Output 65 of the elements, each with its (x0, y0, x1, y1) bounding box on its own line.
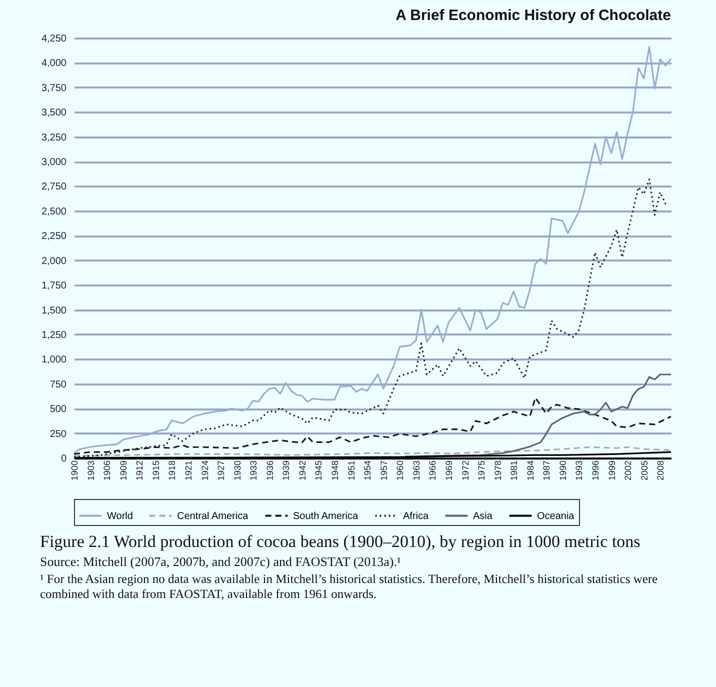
x-tick-label: 1966 (428, 460, 438, 481)
y-tick-label: 3,750 (41, 82, 67, 94)
legend-label: South America (293, 510, 358, 522)
y-tick-label: 500 (50, 404, 67, 416)
y-tick-label: 4,000 (41, 58, 67, 70)
y-tick-label: 2,000 (41, 256, 67, 267)
y-tick-label: 2,250 (41, 231, 67, 242)
chart-title: A Brief Economic History of Chocolate (396, 7, 671, 24)
x-tick-label: 1996 (590, 460, 601, 481)
x-tick-label: 1918 (167, 460, 178, 481)
y-tick-label: 250 (50, 428, 67, 440)
legend-label: Africa (403, 510, 429, 522)
x-tick-label: 1999 (606, 460, 617, 481)
y-tick-label: 3,000 (41, 157, 67, 168)
x-tick-label: 1990 (558, 460, 568, 481)
x-tick-label: 1906 (102, 460, 112, 481)
x-tick-label: 2008 (656, 460, 666, 481)
y-tick-label: 3,250 (41, 132, 67, 144)
x-tick-label: 1972 (460, 460, 470, 481)
x-tick-label: 2002 (623, 460, 634, 481)
y-tick-label: 1,500 (41, 305, 67, 316)
x-tick-label: 1984 (525, 460, 536, 481)
x-tick-label: 1981 (509, 460, 520, 481)
y-tick-label: 1,750 (41, 280, 67, 292)
legend-label: Asia (473, 510, 493, 522)
y-tick-label: 4,250 (41, 34, 67, 44)
x-tick-label: 1945 (314, 460, 324, 481)
y-tick-label: 3,500 (41, 108, 67, 119)
x-tick-label: 1915 (150, 460, 161, 481)
x-tick-label: 1909 (118, 460, 128, 481)
x-tick-label: 1987 (542, 460, 552, 481)
x-tick-label: 1960 (395, 460, 406, 481)
legend-label: World (107, 510, 133, 522)
x-tick-label: 1978 (492, 460, 503, 481)
y-tick-label: 0 (60, 454, 67, 464)
x-tick-label: 1948 (330, 460, 340, 481)
caption: Figure 2.1 World production of cocoa beans (1900–2010), by region in 1000 metric tons (40, 532, 642, 552)
y-tick-label: 750 (50, 379, 67, 390)
legend-label: Oceania (537, 510, 575, 522)
x-tick-label: 1954 (362, 460, 373, 481)
y-tick-label: 1,000 (41, 354, 67, 366)
x-tick-label: 1993 (574, 460, 584, 481)
y-tick-label: 2,500 (41, 206, 67, 218)
x-tick-label: 1930 (232, 460, 242, 481)
x-tick-label: 2005 (639, 460, 650, 481)
x-tick-label: 1900 (70, 460, 80, 481)
x-tick-label: 1903 (86, 460, 96, 481)
source-note: Source: Mitchell (2007a, 2007b, and 2007c) and FAOSTAT (2013a).¹ (40, 554, 402, 570)
x-tick-label: 1969 (444, 460, 454, 481)
x-tick-label: 1927 (216, 460, 226, 481)
x-tick-label: 1957 (378, 460, 389, 481)
x-tick-label: 1963 (411, 460, 422, 481)
x-tick-label: 1936 (264, 460, 275, 481)
legend-label: Central America (177, 510, 249, 522)
x-tick-label: 1942 (297, 460, 308, 481)
x-tick-label: 1975 (476, 460, 487, 481)
x-tick-label: 1921 (183, 460, 194, 481)
y-tick-label: 1,250 (41, 330, 67, 341)
x-tick-label: 1951 (346, 460, 356, 481)
x-tick-label: 1912 (134, 460, 145, 481)
text: ¹ For the Asian region no data was available in Mitchell’s historical statistics. Therefore, Mitchell’s historical statistics were combined with data from FAOSTAT, available from 1961 onwards. (40, 572, 659, 602)
x-tick-label: 1924 (200, 460, 210, 481)
y-tick-label: 2,750 (41, 182, 67, 193)
x-tick-label: 1939 (281, 460, 292, 481)
x-tick-label: 1933 (248, 460, 259, 481)
